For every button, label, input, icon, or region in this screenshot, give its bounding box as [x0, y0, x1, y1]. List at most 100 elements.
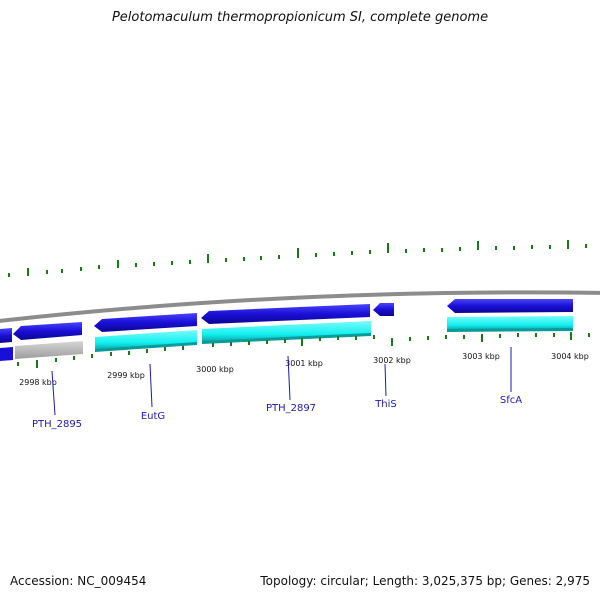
- gc-tick: [373, 335, 375, 339]
- gc-tick: [212, 343, 214, 347]
- gc-tick: [531, 245, 533, 249]
- gc-tick: [369, 250, 371, 254]
- gc-tick: [55, 358, 57, 362]
- gc-tick: [459, 247, 461, 251]
- rna-features: [0, 316, 573, 361]
- gc-tick: [445, 335, 447, 339]
- gc-tick: [260, 256, 262, 260]
- gc-tick: [128, 351, 130, 355]
- tick-label: 3002 kbp: [373, 356, 411, 365]
- gene-label[interactable]: PTH_2897: [266, 403, 316, 414]
- accession-text: Accession: NC_009454: [10, 574, 147, 588]
- gc-tick: [585, 244, 587, 248]
- gc-tick: [61, 269, 63, 273]
- gc-tick: [495, 246, 497, 250]
- gc-tick: [171, 261, 173, 265]
- tick-label: 3004 kbp: [551, 352, 589, 361]
- gc-ticks-lower: [17, 332, 590, 368]
- gc-tick: [36, 360, 38, 368]
- gene-labels: PTH_2895 EutG PTH_2897 ThiS SfcA: [32, 395, 522, 430]
- rna-shadow: [202, 333, 371, 344]
- cds-feature[interactable]: [13, 322, 82, 340]
- tick-label: 2998 kbp: [19, 378, 57, 387]
- tick-label: 3003 kbp: [462, 352, 500, 361]
- gc-tick: [243, 257, 245, 261]
- gc-tick: [535, 333, 537, 337]
- rna-shadow: [95, 342, 197, 352]
- gc-tick: [207, 254, 209, 263]
- gene-label[interactable]: PTH_2895: [32, 419, 82, 430]
- gc-tick: [481, 334, 483, 342]
- gc-ticks-upper: [8, 240, 587, 277]
- gc-tick: [549, 245, 551, 249]
- gc-tick: [517, 333, 519, 337]
- gc-tick: [153, 262, 155, 266]
- gene-label[interactable]: ThiS: [374, 399, 397, 410]
- gc-tick: [117, 260, 119, 268]
- map-title: Pelotomaculum thermopropionicum SI, comp…: [111, 10, 489, 25]
- gc-tick: [405, 249, 407, 253]
- gc-tick: [319, 337, 321, 341]
- gc-tick: [567, 240, 569, 249]
- gc-tick: [477, 241, 479, 250]
- tick-label: 3001 kbp: [285, 359, 323, 368]
- gene-label[interactable]: EutG: [141, 411, 165, 422]
- gc-tick: [17, 362, 19, 366]
- gc-tick: [189, 260, 191, 264]
- cds-feature[interactable]: [0, 328, 12, 343]
- tick-label: 3000 kbp: [196, 365, 234, 374]
- gc-tick: [80, 267, 82, 271]
- cds-feature[interactable]: [94, 313, 197, 332]
- gc-tick: [423, 248, 425, 252]
- gc-tick: [91, 354, 93, 358]
- gc-tick: [248, 341, 250, 345]
- gene-label[interactable]: SfcA: [500, 395, 522, 406]
- gc-tick: [135, 263, 137, 267]
- tick-label: 2999 kbp: [107, 371, 145, 380]
- rna-feature[interactable]: [447, 316, 573, 331]
- gc-tick: [588, 333, 590, 337]
- leader-line: [51, 370, 56, 416]
- gc-tick: [553, 333, 555, 337]
- gc-tick: [98, 265, 100, 269]
- gc-tick: [230, 342, 232, 346]
- gc-tick: [315, 253, 317, 257]
- gc-tick: [146, 349, 148, 353]
- gc-tick: [409, 337, 411, 341]
- forward-strand-features: [0, 299, 573, 343]
- gc-tick: [46, 270, 48, 274]
- cds-feature[interactable]: [201, 304, 370, 324]
- gc-tick: [110, 352, 112, 356]
- gc-tick: [499, 334, 501, 338]
- gc-tick: [297, 248, 299, 258]
- gc-tick: [266, 340, 268, 344]
- leader-line: [287, 355, 291, 401]
- gc-tick: [73, 356, 75, 360]
- gc-tick: [463, 335, 465, 339]
- gc-tick: [27, 268, 29, 276]
- gc-tick: [441, 248, 443, 252]
- gc-tick: [182, 346, 184, 350]
- genome-backbone: [0, 290, 600, 323]
- gc-tick: [513, 246, 515, 250]
- gene-leader-lines: [51, 347, 512, 416]
- rna-feature[interactable]: [202, 321, 371, 343]
- leader-line: [384, 363, 387, 397]
- cds-feature[interactable]: [447, 299, 573, 313]
- gc-tick: [333, 252, 335, 256]
- gc-tick: [301, 338, 303, 346]
- axis-tick-labels: 2998 kbp 2999 kbp 3000 kbp 3001 kbp 3002…: [19, 352, 589, 387]
- gc-tick: [164, 347, 166, 351]
- gc-tick: [427, 336, 429, 340]
- rna-shadow: [447, 328, 573, 332]
- cds-feature[interactable]: [373, 303, 394, 316]
- rna-feature[interactable]: [95, 330, 197, 351]
- pseudo-feature[interactable]: [15, 341, 83, 359]
- gc-tick: [570, 332, 572, 340]
- gc-tick: [284, 339, 286, 343]
- gc-tick: [355, 336, 357, 340]
- gc-tick: [387, 243, 389, 253]
- gc-tick: [337, 336, 339, 340]
- leader-line: [149, 363, 153, 408]
